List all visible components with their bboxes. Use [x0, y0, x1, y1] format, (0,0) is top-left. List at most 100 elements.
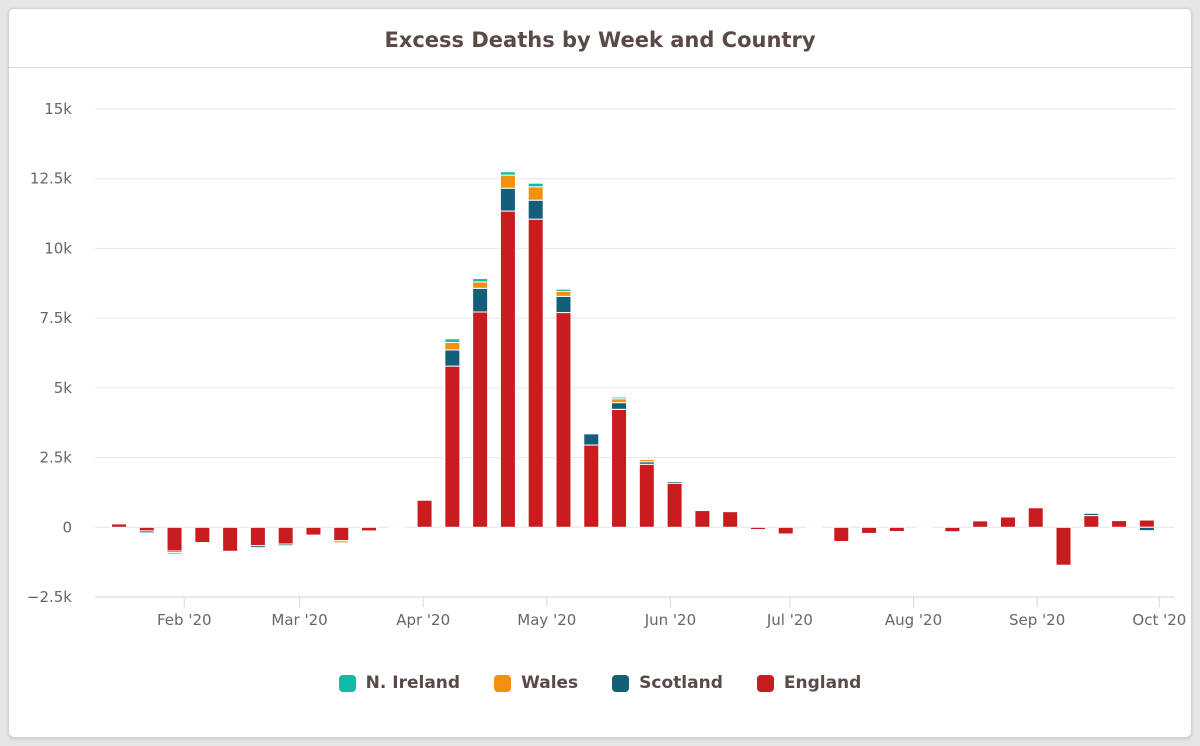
bar-n-ireland[interactable]: [555, 288, 572, 292]
bar-england[interactable]: [444, 365, 461, 528]
x-tick-label: Feb '20: [157, 611, 212, 629]
bar-england[interactable]: [1083, 515, 1100, 528]
bar-england[interactable]: [888, 526, 905, 532]
bar-scotland[interactable]: [138, 530, 155, 534]
bar-scotland[interactable]: [444, 349, 461, 367]
bar-england[interactable]: [805, 526, 822, 529]
y-tick-label: 5k: [54, 379, 73, 397]
bar-england[interactable]: [916, 526, 933, 529]
bar-england[interactable]: [527, 218, 544, 528]
bar-england[interactable]: [666, 482, 683, 528]
bar-england[interactable]: [166, 526, 183, 552]
bar-scotland[interactable]: [527, 199, 544, 220]
bar-england[interactable]: [361, 526, 378, 532]
y-tick-label: 10k: [44, 239, 72, 257]
bar-england[interactable]: [1111, 520, 1128, 528]
y-tick-label: −2.5k: [27, 588, 72, 606]
bar-scotland[interactable]: [1083, 512, 1100, 517]
bar-england[interactable]: [277, 526, 294, 545]
x-tick-label: Jun '20: [644, 611, 696, 629]
x-tick-label: May '20: [517, 611, 576, 629]
bar-england[interactable]: [694, 510, 711, 528]
bar-n-ireland[interactable]: [499, 171, 516, 176]
bar-england[interactable]: [111, 523, 127, 528]
bar-england[interactable]: [333, 526, 350, 542]
bar-england[interactable]: [416, 499, 433, 528]
legend-item-england[interactable]: England: [756, 671, 862, 695]
bar-wales[interactable]: [527, 186, 544, 201]
bar-scotland[interactable]: [555, 295, 572, 314]
bar-england[interactable]: [749, 526, 766, 531]
bar-england[interactable]: [249, 526, 266, 547]
x-tick-label: Jul '20: [766, 611, 813, 629]
gridlines: [95, 108, 1175, 598]
bar-scotland[interactable]: [249, 545, 266, 549]
bar-england[interactable]: [138, 526, 155, 532]
bar-wales[interactable]: [444, 341, 461, 351]
bar-n-ireland[interactable]: [611, 396, 628, 400]
bar-england[interactable]: [722, 511, 739, 528]
y-tick-label: 2.5k: [39, 449, 72, 467]
bar-england[interactable]: [472, 311, 489, 528]
chart-plot: −2.5k 0 2.5k 5k 7.5k 10k 12.5k 15k Feb '20 Mar '…: [27, 100, 1186, 629]
bar-england[interactable]: [972, 520, 989, 528]
bar-wales[interactable]: [555, 290, 572, 297]
bar-n-ireland[interactable]: [638, 458, 655, 461]
bar-n-ireland[interactable]: [527, 182, 544, 188]
bar-wales[interactable]: [499, 174, 516, 189]
bar-england[interactable]: [555, 312, 572, 528]
bar-england[interactable]: [222, 526, 239, 552]
y-tick-label: 15k: [44, 100, 72, 118]
bar-england[interactable]: [194, 526, 211, 544]
x-tick-label: Oct '20: [1132, 611, 1186, 629]
chart-card: Excess Deaths by Week and Country −2.5k 0…: [8, 8, 1192, 738]
bar-england[interactable]: [1027, 507, 1044, 528]
bar-scotland[interactable]: [472, 287, 489, 313]
bar-n-ireland[interactable]: [472, 278, 489, 283]
x-tick-label: Aug '20: [885, 611, 942, 629]
legend-item-wales[interactable]: Wales: [494, 671, 578, 695]
bar-wales[interactable]: [166, 552, 183, 555]
x-tick-label: Sep '20: [1009, 611, 1065, 629]
bar-scotland[interactable]: [666, 481, 683, 484]
bar-wales[interactable]: [333, 541, 350, 544]
legend-label-scotland: Scotland: [639, 673, 723, 693]
x-tick-label: Mar '20: [271, 611, 327, 629]
bar-scotland[interactable]: [499, 187, 516, 212]
bar-scotland[interactable]: [1138, 526, 1155, 532]
legend-swatch-england: [756, 674, 774, 692]
x-axis-ticks: Feb '20 Mar '20 Apr '20 May '20 Jun '20 Jul '…: [157, 597, 1186, 629]
legend-swatch-wales: [494, 674, 512, 692]
chart-legend: N. Ireland Wales Scotland England: [9, 671, 1191, 695]
bar-england[interactable]: [305, 526, 322, 536]
bar-scotland[interactable]: [611, 402, 628, 410]
y-axis-ticks: −2.5k 0 2.5k 5k 7.5k 10k 12.5k 15k: [27, 100, 72, 606]
bar-england[interactable]: [944, 526, 961, 533]
bar-england[interactable]: [999, 516, 1016, 528]
bar-england[interactable]: [1055, 526, 1072, 566]
bar-england[interactable]: [861, 526, 878, 534]
legend-item-n-ireland[interactable]: N. Ireland: [338, 671, 461, 695]
bar-england[interactable]: [1138, 519, 1155, 528]
y-tick-label: 12.5k: [30, 170, 72, 188]
bar-wales[interactable]: [472, 281, 489, 289]
legend-label-n-ireland: N. Ireland: [365, 673, 461, 693]
bar-england[interactable]: [833, 526, 850, 543]
bar-england[interactable]: [388, 525, 405, 528]
legend-item-scotland[interactable]: Scotland: [612, 671, 723, 695]
bar-scotland[interactable]: [277, 543, 294, 547]
bar-scotland[interactable]: [583, 433, 600, 446]
legend-label-wales: Wales: [521, 673, 579, 693]
bar-n-ireland[interactable]: [444, 338, 461, 343]
bar-scotland[interactable]: [194, 542, 211, 544]
legend-label-england: England: [783, 673, 862, 693]
bars: [111, 171, 1155, 566]
legend-swatch-n-ireland: [338, 674, 356, 692]
bar-england[interactable]: [777, 526, 794, 535]
bar-england[interactable]: [638, 463, 655, 528]
y-tick-label: 7.5k: [39, 309, 72, 327]
bar-wales[interactable]: [611, 398, 628, 404]
bar-england[interactable]: [499, 210, 516, 528]
bar-england[interactable]: [611, 408, 628, 528]
bar-england[interactable]: [583, 444, 600, 528]
